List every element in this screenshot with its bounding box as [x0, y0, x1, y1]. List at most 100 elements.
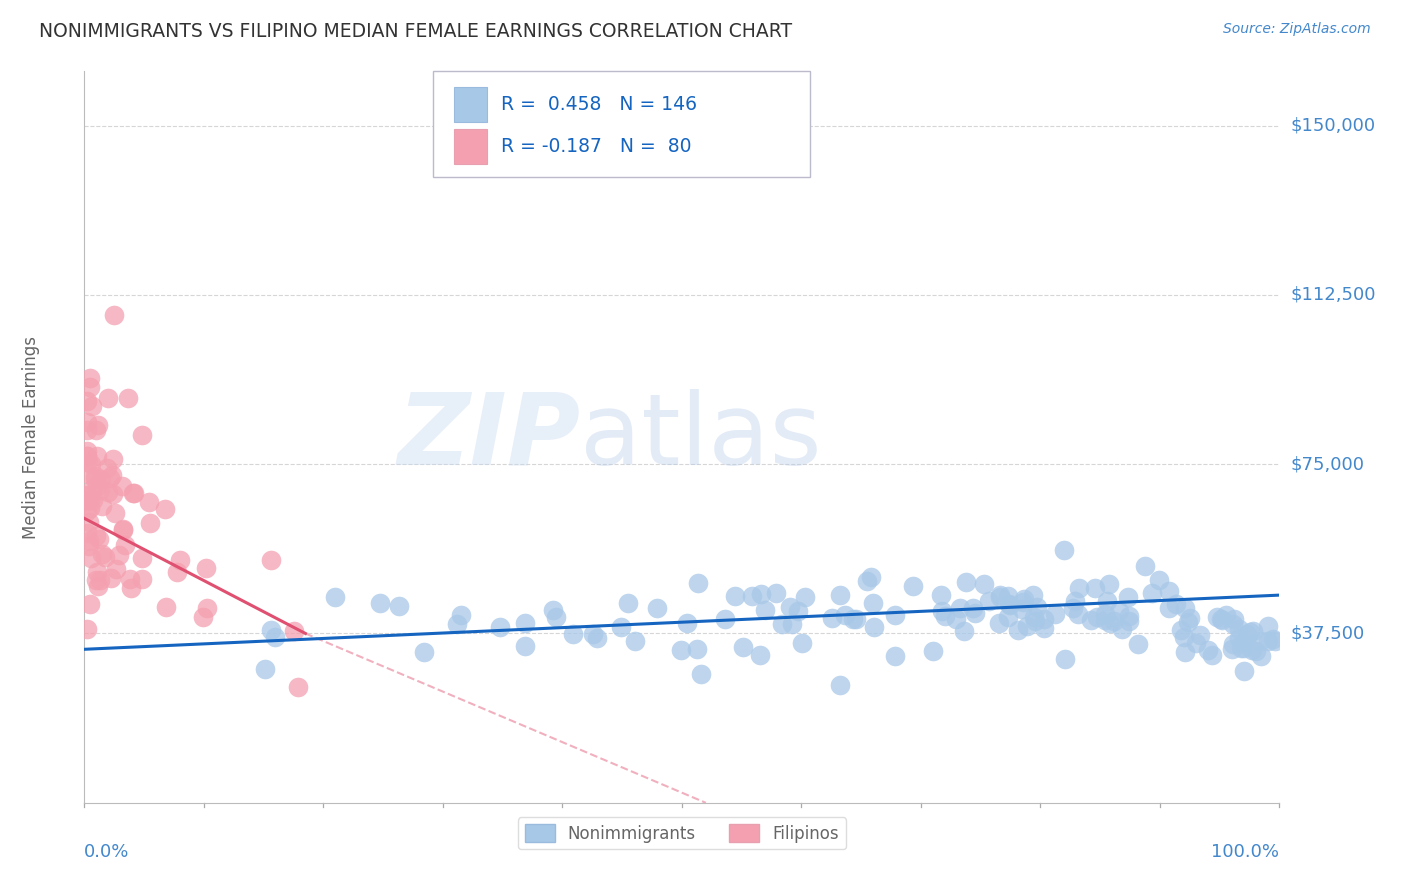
- Point: [1222, 617, 1244, 632]
- Point: [973, 577, 995, 591]
- Point: [675, 616, 697, 631]
- Point: [988, 591, 1011, 605]
- Point: [76, 423, 98, 437]
- Point: [111, 479, 134, 493]
- Point: [83, 469, 105, 483]
- Point: [1118, 609, 1140, 624]
- Point: [122, 486, 145, 500]
- Point: [323, 591, 346, 605]
- Point: [645, 601, 668, 615]
- Point: [1067, 581, 1090, 595]
- Point: [388, 599, 411, 614]
- Text: $75,000: $75,000: [1291, 455, 1365, 473]
- Point: [842, 612, 865, 626]
- Point: [1241, 624, 1264, 639]
- Point: [80, 551, 103, 566]
- Point: [260, 623, 283, 637]
- Point: [155, 599, 177, 614]
- Point: [1223, 612, 1246, 626]
- Point: [786, 604, 808, 618]
- Point: [1174, 600, 1197, 615]
- Point: [1022, 588, 1045, 602]
- Point: [624, 633, 647, 648]
- Point: [1024, 610, 1046, 624]
- Point: [1053, 543, 1076, 558]
- Point: [713, 612, 735, 626]
- Point: [1236, 627, 1258, 641]
- Point: [131, 572, 153, 586]
- Point: [86, 449, 108, 463]
- Point: [107, 548, 129, 562]
- Point: [1142, 586, 1164, 600]
- Point: [97, 484, 120, 499]
- Point: [84, 423, 107, 437]
- Point: [1227, 622, 1250, 636]
- Text: 0.0%: 0.0%: [84, 843, 129, 861]
- Point: [1257, 619, 1279, 633]
- Point: [1188, 628, 1211, 642]
- Point: [1011, 602, 1033, 616]
- Point: [929, 588, 952, 602]
- Point: [89, 573, 111, 587]
- Point: [1232, 636, 1254, 650]
- Point: [100, 571, 122, 585]
- Point: [779, 599, 801, 614]
- Point: [1222, 637, 1244, 651]
- Text: Median Female Earnings: Median Female Earnings: [21, 335, 39, 539]
- Point: [1025, 599, 1047, 614]
- Point: [931, 604, 953, 618]
- Point: [1064, 594, 1087, 608]
- Point: [1067, 607, 1090, 621]
- Point: [856, 574, 879, 588]
- Point: [1053, 652, 1076, 666]
- Text: 100.0%: 100.0%: [1212, 843, 1279, 861]
- Text: ZIP: ZIP: [398, 389, 581, 485]
- Point: [862, 596, 884, 610]
- Point: [945, 612, 967, 626]
- Point: [821, 611, 844, 625]
- Point: [1227, 631, 1250, 645]
- Point: [131, 428, 153, 442]
- Point: [77, 455, 100, 469]
- Point: [138, 495, 160, 509]
- Point: [1118, 614, 1140, 628]
- Point: [1178, 611, 1201, 625]
- Point: [104, 562, 127, 576]
- Point: [1159, 584, 1181, 599]
- Point: [139, 516, 162, 530]
- Point: [76, 493, 98, 508]
- Point: [1177, 615, 1199, 629]
- Point: [1159, 600, 1181, 615]
- Point: [955, 574, 977, 589]
- Point: [76, 623, 98, 637]
- Point: [1080, 613, 1102, 627]
- Text: $150,000: $150,000: [1291, 117, 1375, 135]
- Point: [1205, 609, 1227, 624]
- Point: [77, 489, 100, 503]
- Point: [76, 450, 98, 464]
- Point: [883, 649, 905, 664]
- Point: [194, 560, 217, 574]
- Point: [979, 593, 1001, 607]
- Point: [79, 501, 101, 516]
- Point: [118, 572, 141, 586]
- Point: [97, 391, 120, 405]
- Point: [828, 588, 851, 602]
- Text: atlas: atlas: [581, 389, 823, 485]
- Point: [114, 538, 136, 552]
- Point: [1085, 610, 1108, 624]
- Point: [988, 615, 1011, 630]
- Point: [79, 493, 101, 508]
- Point: [263, 630, 285, 644]
- Point: [1135, 559, 1157, 574]
- Point: [724, 589, 747, 603]
- Point: [733, 640, 755, 654]
- Point: [1209, 612, 1232, 626]
- Point: [963, 606, 986, 620]
- Point: [1164, 597, 1187, 611]
- Point: [582, 627, 605, 641]
- Point: [515, 640, 537, 654]
- Point: [77, 516, 100, 530]
- Point: [254, 662, 277, 676]
- Point: [77, 467, 100, 481]
